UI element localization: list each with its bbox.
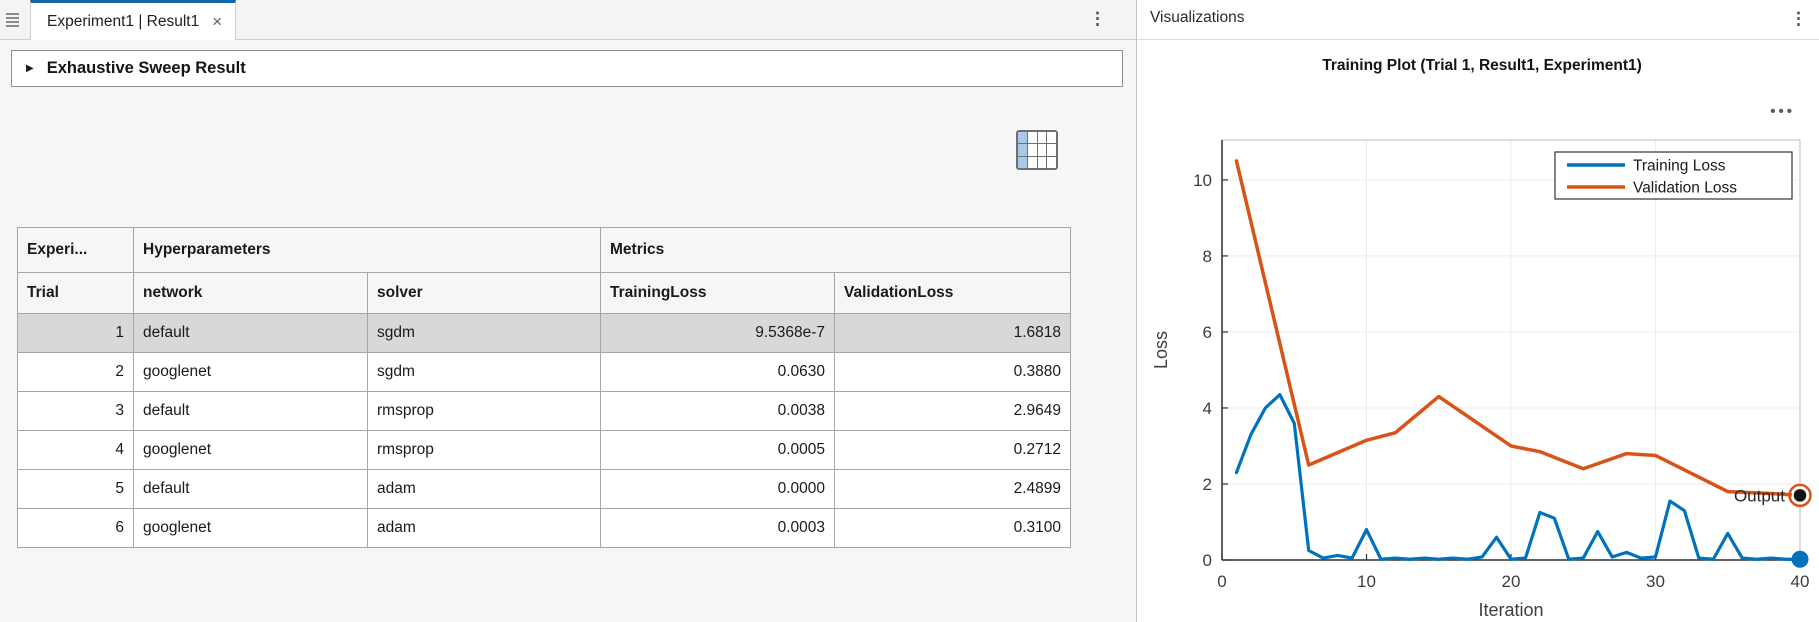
training-loss-line [1234,393,1802,561]
results-tab-bar: Experiment1 | Result1 × ⋮ [0,0,1136,40]
cell-trial[interactable]: 3 [17,391,134,431]
column-header-network: network [133,272,368,314]
cell-solver[interactable]: adam [366,508,602,548]
table-row-trial-6[interactable]: 6 googlenet adam 0.0003 0.3100 [17,508,1072,548]
x-axis-title: Iteration [1478,600,1543,620]
cell-training_loss[interactable]: 0.0630 [600,352,836,392]
cell-network[interactable]: default [133,391,368,431]
group-header-2: Metrics [600,227,1072,273]
column-header-row: Trial network solver TrainingLoss Validation… [17,272,1072,314]
results-table-header: Experi... Hyperparameters Metrics Trial net… [17,227,1072,314]
cell-network[interactable]: googlenet [133,430,368,470]
table-grid-icon[interactable] [1016,130,1058,170]
cell-validation_loss[interactable]: 2.4899 [834,469,1072,509]
visualizations-title: Visualizations [1150,9,1245,26]
y-axis-title: Loss [1151,331,1171,369]
cell-trial[interactable]: 4 [17,430,134,470]
results-table: Experi... Hyperparameters Metrics Trial net… [17,227,1072,548]
y-tick-label: 4 [1203,399,1212,418]
column-header-validationloss: ValidationLoss [834,272,1072,314]
training-plot: 0 2 4 6 8 10 0 10 20 30 40 Iteration Loss Output Train… [1151,139,1812,620]
table-row-trial-4[interactable]: 4 googlenet rmsprop 0.0005 0.2712 [17,430,1072,470]
cell-solver[interactable]: rmsprop [366,430,602,470]
cell-solver[interactable]: rmsprop [366,391,602,431]
cell-network[interactable]: default [133,313,368,353]
cell-training_loss[interactable]: 0.0003 [600,508,836,548]
cell-validation_loss[interactable]: 0.3880 [834,352,1072,392]
validation-loss-line [1234,159,1802,498]
output-marker-ring [1788,483,1812,508]
panel-menu-icon[interactable] [6,13,19,27]
cell-validation_loss[interactable]: 0.2712 [834,430,1072,470]
column-header-solver: solver [366,272,602,314]
cell-network[interactable]: default [133,469,368,509]
group-header-1: Hyperparameters [132,227,602,273]
legend-box[interactable] [1554,151,1793,200]
table-row-trial-2[interactable]: 2 googlenet sgdm 0.0630 0.3880 [17,352,1072,392]
x-tick-label: 10 [1357,572,1376,591]
output-marker-dot [1793,489,1807,502]
section-title: Exhaustive Sweep Result [46,59,246,77]
y-tick-label: 6 [1203,323,1212,342]
visualizations-panel: Visualizations ⋮ Training Plot (Trial 1,… [1137,0,1819,622]
x-tick-label: 0 [1217,572,1226,591]
cell-trial[interactable]: 1 [17,313,134,353]
y-tick-label: 0 [1203,551,1212,570]
visualizations-header: Visualizations ⋮ [1137,0,1819,40]
y-tick-label: 2 [1203,475,1212,494]
exhaustive-sweep-expander[interactable]: ▶ Exhaustive Sweep Result [11,50,1123,87]
training-end-marker [1791,550,1809,568]
cell-validation_loss[interactable]: 0.3100 [834,508,1072,548]
ellipsis-menu-icon[interactable]: ••• [1770,103,1795,120]
group-header-row: Experi... Hyperparameters Metrics [17,227,1072,273]
cell-trial[interactable]: 2 [17,352,134,392]
cell-solver[interactable]: sgdm [366,313,602,353]
y-tick-label: 8 [1203,247,1212,266]
column-header-trainingloss: TrainingLoss [600,272,836,314]
cell-training_loss[interactable]: 9.5368e-7 [600,313,836,353]
cell-network[interactable]: googlenet [133,508,368,548]
cell-validation_loss[interactable]: 1.6818 [834,313,1072,353]
group-header-0: Experi... [17,227,134,273]
results-panel: Experiment1 | Result1 × ⋮ ▶ Exhaustive S… [0,0,1137,622]
cell-solver[interactable]: adam [366,469,602,509]
cell-training_loss[interactable]: 0.0005 [600,430,836,470]
column-header-trial: Trial [17,272,134,314]
cell-validation_loss[interactable]: 2.9649 [834,391,1072,431]
tab-label: Experiment1 | Result1 [47,12,200,30]
cell-trial[interactable]: 6 [17,508,134,548]
table-row-trial-3[interactable]: 3 default rmsprop 0.0038 2.9649 [17,391,1072,431]
cell-training_loss[interactable]: 0.0038 [600,391,836,431]
kebab-menu-icon[interactable]: ⋮ [1089,9,1106,28]
output-annotation: Output [1734,486,1785,505]
legend-label: Validation Loss [1633,180,1737,197]
cell-network[interactable]: googlenet [133,352,368,392]
legend-label: Training Loss [1633,158,1726,175]
x-tick-label: 40 [1791,572,1810,591]
results-table-body: 1 default sgdm 9.5368e-7 1.6818 2 googlenet sgd… [17,313,1072,548]
tab-experiment1-result1[interactable]: Experiment1 | Result1 × [30,0,237,40]
table-row-trial-5[interactable]: 5 default adam 0.0000 2.4899 [17,469,1072,509]
x-tick-label: 30 [1646,572,1665,591]
chevron-right-icon: ▶ [26,63,34,74]
x-tick-label: 20 [1502,572,1521,591]
cell-trial[interactable]: 5 [17,469,134,509]
table-row-trial-1[interactable]: 1 default sgdm 9.5368e-7 1.6818 [17,313,1072,353]
kebab-menu-icon[interactable]: ⋮ [1790,9,1807,28]
training-plot-title: Training Plot (Trial 1, Result1, Experim… [1322,57,1642,74]
y-tick-label: 10 [1193,171,1212,190]
cell-training_loss[interactable]: 0.0000 [600,469,836,509]
close-icon[interactable]: × [212,12,223,31]
cell-solver[interactable]: sgdm [366,352,602,392]
